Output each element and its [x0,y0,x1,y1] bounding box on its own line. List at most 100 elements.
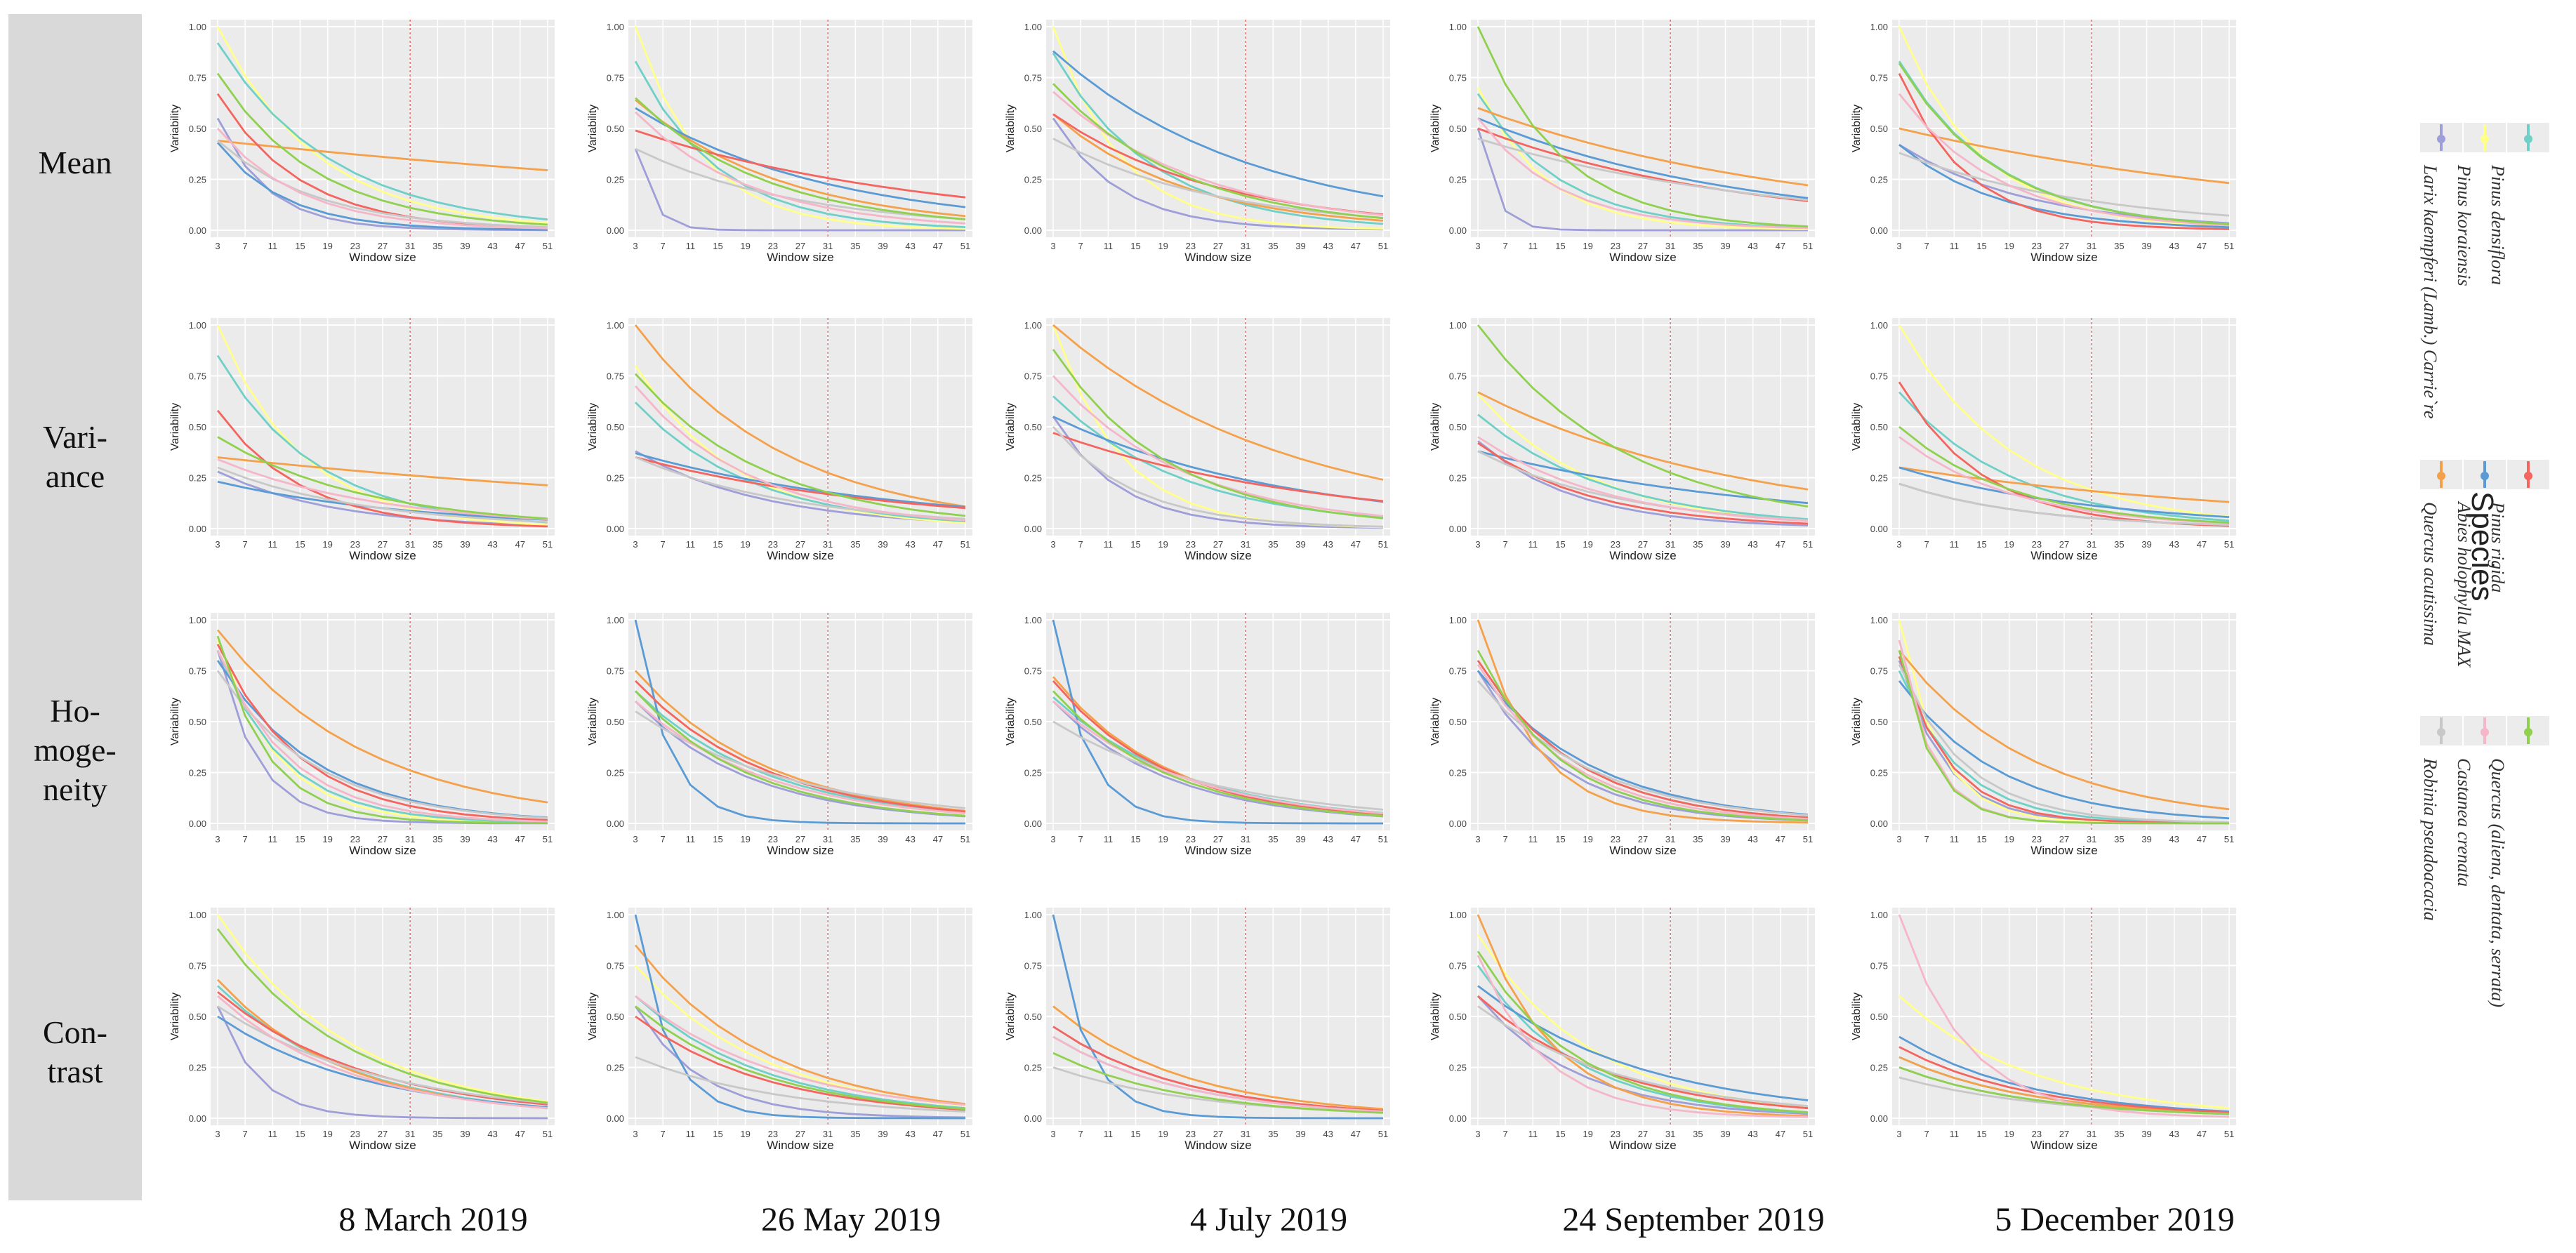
chart-panel: 0.00 0.25 0.50 0.75 1.00 3 7 11 15 19 23 27 31 35 39 43… [587,20,972,264]
row-label-line: Con- [43,1014,107,1050]
x-tick-label: 19 [740,834,750,844]
x-tick-label: 27 [2059,539,2069,550]
chart-panel: 0.00 0.25 0.50 0.75 1.00 3 7 11 15 19 23 27 31 35 39 43… [169,20,555,264]
legend-key [2507,460,2549,489]
y-tick-label: 0.50 [1870,422,1888,432]
y-axis-title: Variability [1005,698,1017,745]
x-tick-label: 7 [243,1129,248,1139]
series-line [1477,450,1809,505]
x-tick-label: 11 [1528,539,1538,550]
series-line [216,42,548,221]
series-line [1898,680,2230,820]
x-tick-label: 47 [1776,539,1785,550]
x-tick-label: 39 [878,241,887,251]
y-axis-title: Variability [169,105,181,152]
x-tick-label: 23 [1611,539,1620,550]
y-tick-label: 0.50 [1024,422,1042,432]
y-axis-title: Variability [1429,403,1441,451]
y-tick-label: 0.75 [1024,666,1042,677]
x-tick-label: 51 [543,1129,553,1139]
x-axis-title: Window size [1184,251,1251,264]
x-tick-label: 35 [850,539,860,550]
series-line [1898,152,2230,217]
x-tick-label: 31 [1665,834,1675,844]
y-tick-label: 1.00 [189,910,206,920]
x-tick-label: 51 [1803,1129,1813,1139]
column-label-4-july: 4 July 2019 [1189,1201,1347,1238]
x-tick-label: 43 [1748,539,1757,550]
y-axis-title: Variability [1429,993,1441,1040]
y-tick-label: 1.00 [1449,615,1467,625]
row-label-line: ance [45,458,105,494]
series-line [1477,664,1809,820]
x-tick-label: 3 [1050,539,1055,550]
series-line [634,373,966,517]
series-line [1052,416,1384,529]
y-axis-title: Variability [1005,993,1017,1040]
x-tick-label: 19 [322,1129,332,1139]
series-line [1052,348,1384,519]
series-line [216,142,548,231]
y-tick-label: 0.00 [1024,225,1042,236]
x-tick-label: 3 [1475,1129,1480,1139]
series-line [1898,62,2230,225]
x-tick-label: 39 [1295,1129,1305,1139]
y-axis-title: Variability [169,403,181,451]
y-tick-label: 0.00 [1449,225,1467,236]
x-tick-label: 43 [1748,1129,1757,1139]
y-tick-label: 0.25 [1024,473,1042,484]
x-tick-label: 43 [905,539,915,550]
x-tick-label: 19 [2004,539,2014,550]
x-tick-label: 47 [515,834,525,844]
series-line [216,72,548,226]
x-tick-label: 11 [686,1129,696,1139]
series-line [1052,26,1384,230]
x-tick-label: 7 [661,1129,666,1139]
series-line [1052,83,1384,220]
y-tick-label: 0.50 [1870,124,1888,134]
x-tick-label: 11 [1950,834,1960,844]
x-tick-label: 39 [878,539,887,550]
x-tick-label: 19 [1158,241,1168,251]
chart-panel: 0.00 0.25 0.50 0.75 1.00 3 7 11 15 19 23 27 31 35 39 43… [1005,20,1390,264]
series-line [1898,73,2230,230]
chart-panel: 0.00 0.25 0.50 0.75 1.00 3 7 11 15 19 23 27 31 35 39 43… [1005,908,1390,1152]
y-tick-label: 0.75 [189,961,206,972]
x-tick-label: 51 [960,241,970,251]
series-line [1898,26,2230,228]
row-label-variance: Vari- ance [8,418,142,496]
x-axis-title: Window size [767,251,833,264]
y-tick-label: 0.00 [1870,1113,1888,1124]
y-tick-label: 0.25 [1870,473,1888,484]
x-axis-title: Window size [349,549,416,562]
x-tick-label: 7 [1503,241,1508,251]
x-tick-label: 35 [1268,539,1278,550]
y-tick-label: 0.50 [189,422,206,432]
x-tick-label: 43 [487,1129,497,1139]
x-tick-label: 39 [878,1129,887,1139]
series-line [635,99,966,218]
chart-panel: 0.00 0.25 0.50 0.75 1.00 3 7 11 15 19 23 27 31 35 39 43… [1851,20,2236,264]
x-tick-label: 7 [661,834,666,844]
series-line [1477,436,1809,522]
series-line [1477,324,1809,508]
y-tick-label: 0.25 [1024,768,1042,778]
y-tick-label: 0.25 [607,175,624,185]
x-tick-label: 7 [243,241,248,251]
x-tick-label: 31 [1241,1129,1250,1139]
x-tick-label: 47 [2197,241,2207,251]
y-tick-label: 1.00 [189,22,206,32]
x-tick-label: 15 [295,834,305,844]
x-tick-label: 27 [1638,1129,1648,1139]
series-line [1052,1005,1384,1111]
x-tick-label: 23 [1611,1129,1620,1139]
row-label-line: trast [47,1054,103,1089]
series-line [634,1005,966,1119]
series-line [635,129,966,199]
series-line [1052,432,1384,503]
x-tick-label: 23 [2032,539,2042,550]
y-tick-label: 1.00 [189,615,206,625]
x-tick-label: 3 [1896,834,1901,844]
series-line [217,456,548,486]
x-tick-label: 31 [823,1129,833,1139]
